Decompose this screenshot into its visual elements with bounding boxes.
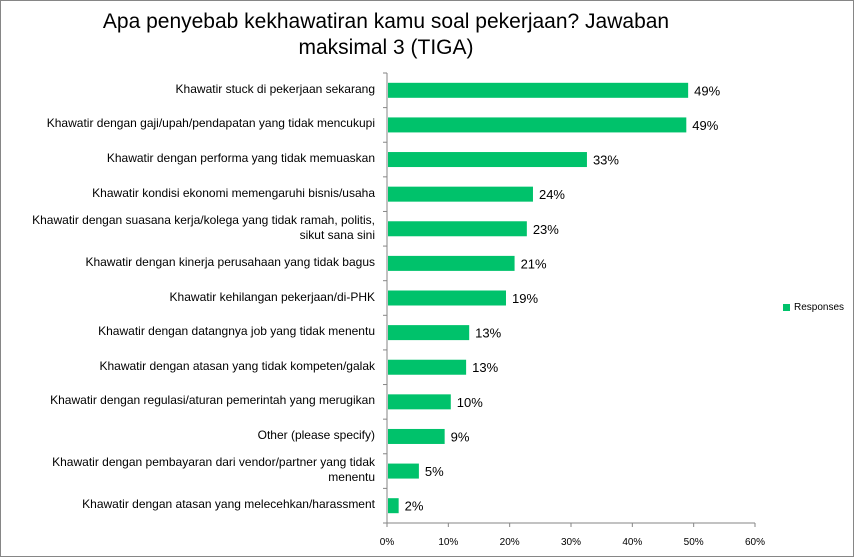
legend-label: Responses (794, 302, 845, 313)
data-label: 5% (425, 464, 444, 479)
category-label: Khawatir dengan datangnya job yang tidak… (98, 324, 375, 339)
category-label: Khawatir stuck di pekerjaan sekarang (175, 81, 375, 96)
category-label: Khawatir dengan regulasi/aturan pemerint… (50, 393, 375, 408)
x-tick-label: 0% (380, 537, 395, 548)
data-label: 23% (533, 222, 559, 237)
category-label: Khawatir dengan atasan yang melecehkan/h… (82, 497, 375, 512)
bar (388, 463, 419, 479)
category-label: Khawatir dengan pembayaran dari vendor/p… (52, 455, 375, 485)
bar (388, 498, 399, 514)
data-label: 49% (694, 83, 720, 98)
bar (388, 428, 445, 444)
data-label: 19% (512, 291, 538, 306)
bar (388, 117, 687, 133)
data-label: 9% (451, 429, 470, 444)
data-label: 13% (472, 360, 498, 375)
data-label: 2% (405, 499, 424, 514)
x-tick-label: 20% (500, 537, 520, 548)
data-label: 10% (457, 395, 483, 410)
bar (388, 325, 470, 341)
bar (388, 152, 587, 168)
bar (388, 359, 467, 375)
x-tick-label: 60% (745, 537, 765, 548)
x-tick-label: 10% (438, 537, 458, 548)
bar (388, 394, 451, 410)
category-label: Other (please specify) (257, 427, 375, 442)
category-label: Khawatir dengan gaji/upah/pendapatan yan… (46, 116, 375, 131)
x-tick-label: 30% (561, 537, 581, 548)
data-label: 24% (539, 187, 565, 202)
x-tick-label: 40% (622, 537, 642, 548)
legend: Responses (783, 302, 844, 313)
data-label: 33% (593, 153, 619, 168)
legend-swatch (783, 304, 790, 311)
category-label: Khawatir dengan kinerja perusahaan yang … (85, 254, 375, 269)
x-tick-label: 50% (684, 537, 704, 548)
category-label: Khawatir dengan suasana kerja/kolega yan… (32, 212, 375, 242)
bar (388, 290, 506, 306)
chart-title: Apa penyebab kekhawatiran kamu soal peke… (102, 10, 670, 59)
category-label: Khawatir dengan performa yang tidak memu… (106, 151, 375, 166)
bar (388, 82, 689, 98)
category-label: Khawatir kehilangan pekerjaan/di-PHK (169, 289, 375, 304)
data-label: 49% (692, 118, 718, 133)
bar (388, 221, 527, 237)
bar (388, 186, 533, 202)
data-label: 13% (475, 326, 501, 341)
data-label: 21% (521, 256, 547, 271)
category-label: Khawatir dengan atasan yang tidak kompet… (99, 358, 375, 373)
category-label: Khawatir kondisi ekonomi memengaruhi bis… (92, 185, 375, 200)
bar (388, 255, 515, 271)
